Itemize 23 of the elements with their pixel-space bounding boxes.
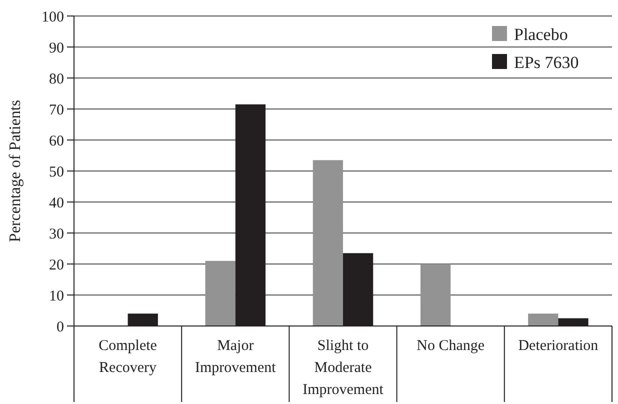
x-tick-label: Deterioration [518, 338, 599, 354]
y-tick-label: 30 [49, 226, 64, 242]
x-tick-label: Major Improvement [194, 338, 277, 376]
y-tick-label: 100 [42, 9, 64, 26]
legend-label: EPs 7630 [514, 52, 579, 72]
x-tick-label: Slight to Moderate Improvement [302, 338, 384, 398]
y-tick-label: 50 [49, 164, 64, 180]
x-tick-label: No Change [416, 338, 485, 354]
y-tick-label: 20 [49, 257, 64, 274]
bar [205, 260, 236, 326]
x-tick-label: Complete Recovery [98, 338, 158, 376]
y-tick-label: 70 [49, 102, 64, 118]
y-tick-label: 10 [49, 288, 64, 304]
bar [420, 264, 451, 326]
y-tick-label: 0 [56, 319, 64, 336]
y-axis-title: Percentage of Patients [7, 100, 24, 242]
y-tick-label: 40 [49, 195, 64, 212]
bar [312, 160, 343, 326]
y-tick-label: 90 [49, 40, 64, 56]
bar [528, 314, 558, 326]
legend-label: Placebo [514, 24, 568, 44]
y-tick-label: 80 [49, 71, 64, 88]
y-tick-label: 60 [49, 133, 64, 150]
